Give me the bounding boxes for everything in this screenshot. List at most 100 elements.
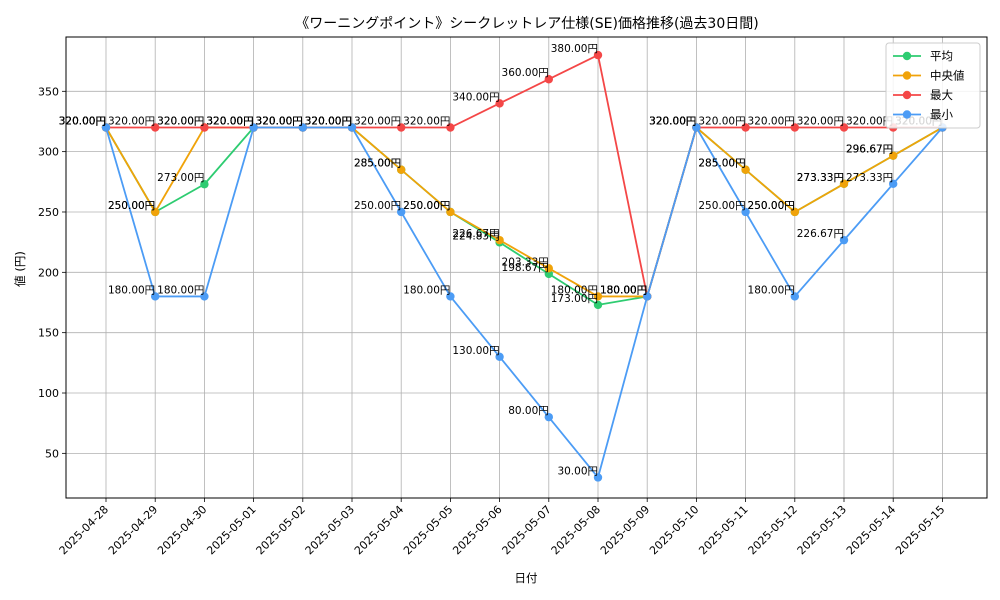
y-tick-label: 300 [38,146,59,159]
data-label: 180.00円 [748,284,795,296]
data-label: 380.00円 [551,43,598,55]
data-label: 80.00円 [508,405,549,417]
data-point [446,292,455,301]
data-point [200,123,209,132]
x-tick-label: 2025-05-06 [450,503,504,557]
data-point [839,179,849,189]
data-label: 250.00円 [748,200,795,212]
data-point [347,123,357,132]
y-tick-label: 250 [38,206,59,219]
y-tick-label: 200 [38,266,59,279]
x-tick-label: 2025-05-04 [352,503,406,557]
data-label: 30.00円 [557,465,598,477]
data-point [495,235,504,245]
data-label: 320.00円 [206,116,253,128]
data-label: 320.00円 [305,116,352,128]
x-tick-label: 2025-05-01 [204,503,258,557]
data-label: 320.00円 [157,116,204,128]
series-line [105,126,943,306]
data-point [151,207,160,217]
data-label: 224.83円 [452,230,499,242]
data-label: 320.00円 [649,116,696,128]
data-label: 320.00円 [305,116,352,128]
data-point [495,352,504,362]
data-point [741,165,750,174]
data-label: 180.00円 [600,284,647,296]
data-point [839,235,849,245]
data-label: 320.00円 [206,116,253,128]
data-point [839,123,849,132]
x-tick-label: 2025-04-29 [106,503,160,557]
y-tick-label: 350 [38,85,59,98]
data-point [790,207,799,217]
legend-swatch-marker [902,90,912,100]
series-line [106,54,943,298]
data-label: 250.00円 [403,200,450,212]
data-point [889,151,898,160]
data-label: 320.00円 [256,116,303,128]
data-point [790,123,799,132]
x-tick-label: 2025-05-07 [500,503,554,557]
legend-label: 最大 [930,88,953,102]
x-tick-label: 2025-04-30 [155,503,209,557]
data-label: 180.00円 [108,284,155,296]
data-point [544,75,553,84]
data-label: 203.33円 [502,256,549,268]
data-label: 273.33円 [797,172,844,184]
x-tick-label: 2025-05-12 [746,503,800,557]
y-tick-label: 100 [38,387,59,400]
data-label: 180.00円 [403,284,450,296]
x-tick-label: 2025-05-13 [795,503,849,557]
data-point [593,50,603,60]
data-label: 320.00円 [846,116,893,128]
data-label: 180.00円 [157,284,204,296]
data-label: 320.00円 [698,116,745,128]
data-label: 320.00円 [797,116,844,128]
data-point [544,264,553,273]
data-point [889,179,898,189]
legend-swatch-marker [902,51,912,61]
data-label: 250.00円 [354,200,401,212]
data-point [397,165,406,174]
data-point [397,123,406,132]
x-tick-label: 2025-05-05 [401,503,455,557]
data-label: 320.00円 [157,116,204,128]
data-label: 226.67円 [452,228,499,240]
data-label: 285.00円 [354,158,401,170]
data-label: 285.00円 [698,158,745,170]
data-label: 296.67円 [846,144,893,156]
data-point [593,292,603,301]
data-point [249,123,258,132]
data-point [495,99,504,108]
data-point [200,292,209,301]
data-label: 320.00円 [59,116,106,128]
data-label: 273.00円 [157,172,204,184]
chart-title: 《ワーニングポイント》シークレットレア仕様(SE)価格推移(過去30日間) [295,16,758,32]
data-label: 320.00円 [748,116,795,128]
series-3 [101,123,947,482]
data-point [692,123,701,132]
legend-label: 中央値 [930,69,965,83]
legend-item: 平均 [893,49,953,63]
data-label: 198.67円 [502,262,549,274]
data-point [151,292,160,301]
data-label: 180.00円 [600,284,647,296]
data-label: 320.00円 [256,116,303,128]
data-point [151,123,160,132]
data-label: 340.00円 [452,91,499,103]
data-label: 250.00円 [403,200,450,212]
x-tick-label: 2025-05-03 [303,503,357,557]
data-label: 320.00円 [649,116,696,128]
data-label: 320.00円 [354,116,401,128]
legend-swatch-marker [902,71,912,80]
data-label: 250.00円 [698,200,745,212]
data-label: 320.00円 [206,116,253,128]
data-label: 360.00円 [502,67,549,79]
data-point [101,123,111,132]
y-tick-label: 50 [45,447,59,460]
data-label: 320.00円 [59,116,106,128]
data-label: 180.00円 [600,284,647,296]
data-label: 320.00円 [403,116,450,128]
